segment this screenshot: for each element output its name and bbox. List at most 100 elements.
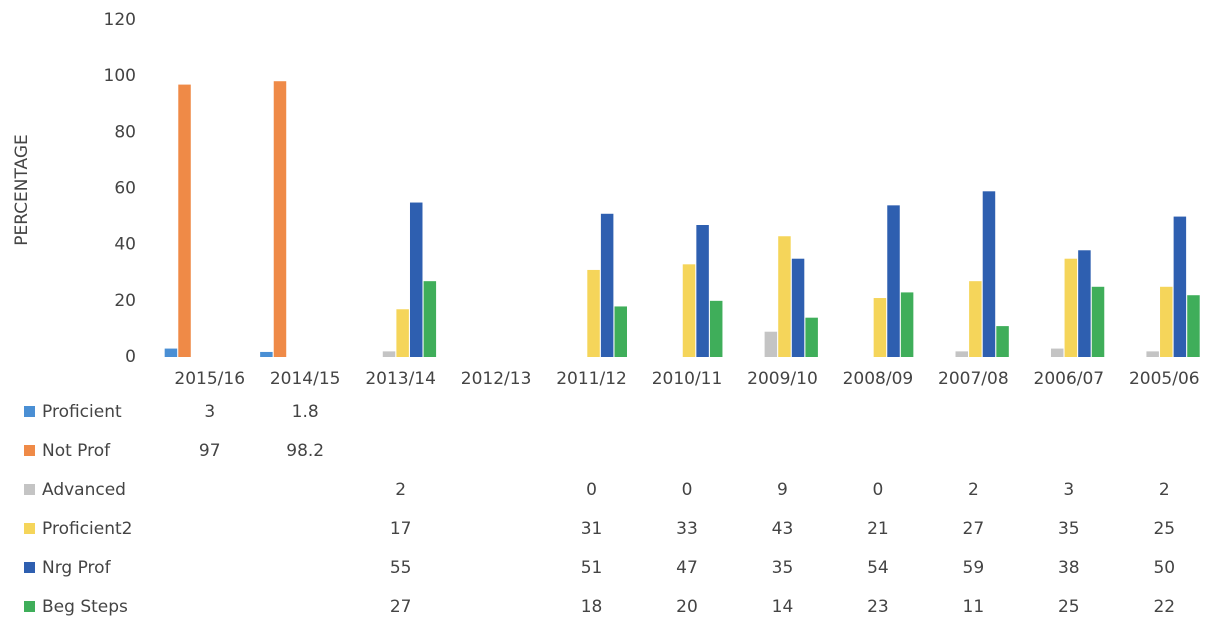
table-cell: 35 xyxy=(1058,519,1080,539)
legend-label: Advanced xyxy=(42,480,126,500)
table-cell: 2 xyxy=(968,480,979,500)
table-cell: 55 xyxy=(390,558,412,578)
table-cell: 22 xyxy=(1153,597,1175,617)
y-tick-label: 0 xyxy=(125,347,136,367)
legend-swatch xyxy=(24,445,35,456)
y-tick-label: 20 xyxy=(114,291,136,311)
x-tick-label: 2008/09 xyxy=(843,369,914,389)
table-cell: 0 xyxy=(682,480,693,500)
table-cell: 33 xyxy=(676,519,698,539)
table-cell: 38 xyxy=(1058,558,1080,578)
table-cell: 51 xyxy=(581,558,603,578)
table-cell: 3 xyxy=(204,402,215,422)
bar xyxy=(900,292,914,357)
y-tick-label: 60 xyxy=(114,179,136,199)
bar xyxy=(273,81,287,357)
bar xyxy=(1187,295,1200,357)
y-tick-label: 80 xyxy=(114,122,136,142)
table-cell: 14 xyxy=(772,597,794,617)
table-cell: 27 xyxy=(390,597,412,617)
table-cell: 31 xyxy=(581,519,603,539)
legend-label: Proficient xyxy=(42,402,122,422)
bar xyxy=(969,281,982,357)
bar xyxy=(260,351,273,357)
table-cell: 47 xyxy=(676,558,698,578)
y-axis-label: PERCENTAGE xyxy=(12,134,32,246)
legend-label: Beg Steps xyxy=(42,597,128,617)
table-cell: 43 xyxy=(772,519,794,539)
table-cell: 97 xyxy=(199,441,221,461)
y-tick-label: 100 xyxy=(104,66,136,86)
table-cell: 2 xyxy=(395,480,406,500)
table-cell: 35 xyxy=(772,558,794,578)
legend-swatch xyxy=(24,406,35,417)
bar xyxy=(423,281,437,357)
legend-swatch xyxy=(24,484,35,495)
table-cell: 54 xyxy=(867,558,889,578)
legend-label: Proficient2 xyxy=(42,519,132,539)
bar xyxy=(1091,286,1105,357)
y-tick-label: 120 xyxy=(104,10,136,30)
bar xyxy=(587,269,600,357)
bar xyxy=(409,202,423,357)
bar xyxy=(778,236,791,357)
bar xyxy=(682,264,696,357)
bar xyxy=(164,348,178,357)
bar xyxy=(382,351,396,357)
bar xyxy=(1146,351,1159,357)
table-cell: 3 xyxy=(1063,480,1074,500)
x-tick-label: 2014/15 xyxy=(270,369,341,389)
legend-swatch xyxy=(24,562,35,573)
bar xyxy=(600,213,614,357)
x-tick-label: 2012/13 xyxy=(461,369,532,389)
bar xyxy=(1160,286,1173,357)
bar xyxy=(614,306,627,357)
table-cell: 27 xyxy=(963,519,985,539)
table-cell: 98.2 xyxy=(286,441,324,461)
table-cell: 0 xyxy=(872,480,883,500)
bar xyxy=(873,298,887,357)
x-tick-label: 2013/14 xyxy=(365,369,436,389)
table-cell: 1.8 xyxy=(292,402,319,422)
table-cell: 25 xyxy=(1058,597,1080,617)
legend-label: Not Prof xyxy=(42,441,111,461)
legend-swatch xyxy=(24,601,35,612)
table-cell: 17 xyxy=(390,519,412,539)
bar xyxy=(996,326,1009,357)
bar xyxy=(887,205,900,357)
bar xyxy=(178,84,191,357)
table-cell: 25 xyxy=(1153,519,1175,539)
x-tick-label: 2005/06 xyxy=(1129,369,1200,389)
legend-swatch xyxy=(24,523,35,534)
x-tick-label: 2007/08 xyxy=(938,369,1009,389)
table-cell: 21 xyxy=(867,519,889,539)
bar xyxy=(709,300,723,357)
bar xyxy=(696,225,709,357)
bar xyxy=(791,258,805,357)
table-cell: 59 xyxy=(963,558,985,578)
table-cell: 9 xyxy=(777,480,788,500)
bar xyxy=(396,309,409,357)
table-cell: 18 xyxy=(581,597,603,617)
table-cell: 0 xyxy=(586,480,597,500)
bar xyxy=(764,331,778,357)
bar xyxy=(805,317,818,357)
bar xyxy=(982,191,996,357)
table-cell: 2 xyxy=(1159,480,1170,500)
bar xyxy=(955,351,969,357)
table-cell: 20 xyxy=(676,597,698,617)
x-tick-label: 2006/07 xyxy=(1034,369,1105,389)
table-cell: 23 xyxy=(867,597,889,617)
table-cell: 50 xyxy=(1153,558,1175,578)
y-tick-label: 40 xyxy=(114,235,136,255)
bar xyxy=(1173,216,1187,357)
x-tick-label: 2011/12 xyxy=(556,369,627,389)
x-tick-label: 2009/10 xyxy=(747,369,818,389)
bar xyxy=(1050,348,1064,357)
bar xyxy=(1078,250,1091,357)
table-cell: 11 xyxy=(963,597,985,617)
legend-label: Nrg Prof xyxy=(42,558,112,578)
bar xyxy=(1064,258,1078,357)
x-tick-label: 2010/11 xyxy=(652,369,723,389)
